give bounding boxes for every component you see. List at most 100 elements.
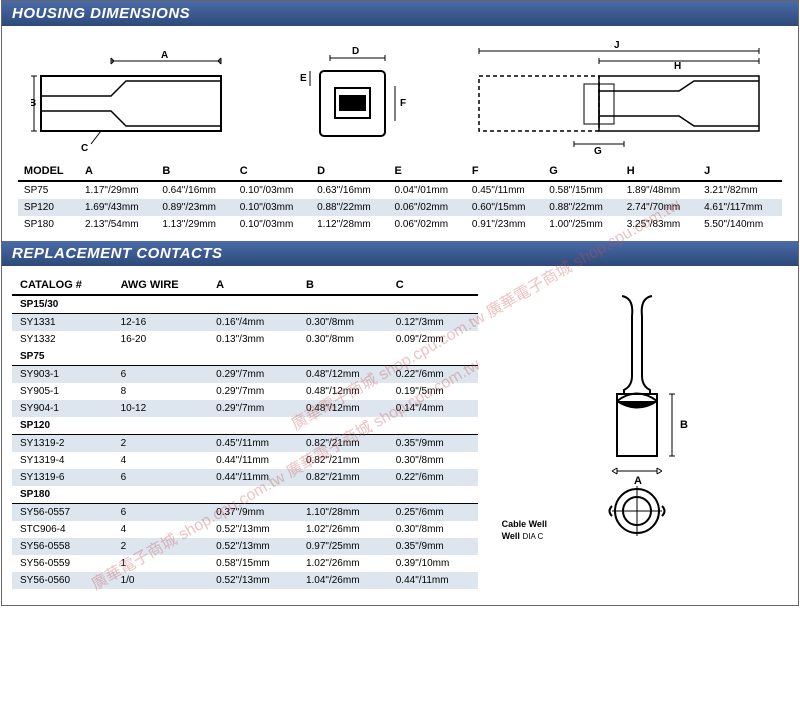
cell: 0.30"/8mm xyxy=(298,314,388,332)
table-row: SY56-055760.37"/9mm1.10"/28mm0.25"/6mm xyxy=(12,504,478,522)
cell: SY903-1 xyxy=(12,366,113,384)
cell: 0.88"/22mm xyxy=(543,199,620,216)
col-cc: C xyxy=(388,276,478,295)
table-row: SY56-055820.52"/13mm0.97"/25mm0.35"/9mm xyxy=(12,538,478,555)
table-row: SP1802.13"/54mm1.13"/29mm0.10"/03mm1.12"… xyxy=(18,216,782,233)
cell: 0.22"/6mm xyxy=(388,366,478,384)
col-h: H xyxy=(621,162,698,181)
cell: 0.37"/9mm xyxy=(208,504,298,522)
cell: 0.52"/13mm xyxy=(208,538,298,555)
cell: 1.69"/43mm xyxy=(79,199,156,216)
cable-well-label: Cable Well Well DIA C xyxy=(502,518,547,542)
col-awg: AWG WIRE xyxy=(113,276,209,295)
cell: SY1332 xyxy=(12,331,113,348)
table-row: SY1319-220.45"/11mm0.82"/21mm0.35"/9mm xyxy=(12,435,478,453)
contacts-header-row: CATALOG # AWG WIRE A B C xyxy=(12,276,478,295)
cell: 0.10"/03mm xyxy=(234,199,311,216)
cell: 0.35"/9mm xyxy=(388,435,478,453)
cell: 0.63"/16mm xyxy=(311,181,388,199)
cell: 0.48"/12mm xyxy=(298,366,388,384)
table-row: SY905-180.29"/7mm0.48"/12mm0.19"/5mm xyxy=(12,383,478,400)
cell: 2 xyxy=(113,538,209,555)
cell: 1 xyxy=(113,555,209,572)
cell: 0.89"/23mm xyxy=(156,199,233,216)
cell: 16-20 xyxy=(113,331,209,348)
cell: 0.91"/23mm xyxy=(466,216,543,233)
cell: SY1331 xyxy=(12,314,113,332)
table-row: SY903-160.29"/7mm0.48"/12mm0.22"/6mm xyxy=(12,366,478,384)
cell: 1.00"/25mm xyxy=(543,216,620,233)
cell: 4 xyxy=(113,452,209,469)
cell: 6 xyxy=(113,504,209,522)
dim-f: F xyxy=(400,98,406,109)
col-g: G xyxy=(543,162,620,181)
cell: SY904-1 xyxy=(12,400,113,417)
dim-g: G xyxy=(594,146,602,156)
cell: SY905-1 xyxy=(12,383,113,400)
col-a: A xyxy=(79,162,156,181)
table-row: SY1319-440.44"/11mm0.82"/21mm0.30"/8mm xyxy=(12,452,478,469)
cell: 6 xyxy=(113,366,209,384)
dim-d: D xyxy=(352,46,359,57)
cell: 12-16 xyxy=(113,314,209,332)
cell: 4.61"/117mm xyxy=(698,199,782,216)
group-row: SP180 xyxy=(12,486,478,504)
cell: 0.22"/6mm xyxy=(388,469,478,486)
table-row: SY1319-660.44"/11mm0.82"/21mm0.22"/6mm xyxy=(12,469,478,486)
cell: 0.10"/03mm xyxy=(234,181,311,199)
dim-c: C xyxy=(81,143,88,154)
cable-well-text2: Well xyxy=(502,531,523,541)
cell: 0.04"/01mm xyxy=(389,181,466,199)
cell: SY56-0558 xyxy=(12,538,113,555)
housing-front-view: D E F xyxy=(290,36,410,156)
dim-a: A xyxy=(161,50,168,61)
group-row: SP120 xyxy=(12,417,478,435)
housing-side-view: A B C xyxy=(31,36,231,156)
cell: SY56-0559 xyxy=(12,555,113,572)
contacts-title: REPLACEMENT CONTACTS xyxy=(2,241,798,266)
group-label: SP15/30 xyxy=(12,295,478,314)
cell: 0.19"/5mm xyxy=(388,383,478,400)
cell: 1.10"/28mm xyxy=(298,504,388,522)
cell: 2.74"/70mm xyxy=(621,199,698,216)
cell: SY1319-4 xyxy=(12,452,113,469)
cell: 10-12 xyxy=(113,400,209,417)
col-e: E xyxy=(389,162,466,181)
cell: 0.29"/7mm xyxy=(208,400,298,417)
contact-profile: B A xyxy=(562,286,722,546)
group-row: SP15/30 xyxy=(12,295,478,314)
cell: 0.45"/11mm xyxy=(208,435,298,453)
housing-title: HOUSING DIMENSIONS xyxy=(2,1,798,26)
cell: 0.06"/02mm xyxy=(389,199,466,216)
cell: 0.12"/3mm xyxy=(388,314,478,332)
cell: 0.14"/4mm xyxy=(388,400,478,417)
contacts-section: CATALOG # AWG WIRE A B C SP15/30SY133112… xyxy=(2,266,798,605)
cell: SP120 xyxy=(18,199,79,216)
col-b: B xyxy=(156,162,233,181)
contact-diagram: B A Cable Well Well DIA C xyxy=(496,276,788,589)
cell: 0.44"/11mm xyxy=(208,469,298,486)
cell: 0.82"/21mm xyxy=(298,435,388,453)
group-label: SP75 xyxy=(12,348,478,366)
cell: SY1319-6 xyxy=(12,469,113,486)
cell: 3.25"/83mm xyxy=(621,216,698,233)
col-cb: B xyxy=(298,276,388,295)
cell: 0.48"/12mm xyxy=(298,400,388,417)
col-catalog: CATALOG # xyxy=(12,276,113,295)
cell: 0.45"/11mm xyxy=(466,181,543,199)
col-d: D xyxy=(311,162,388,181)
cell: 0.30"/8mm xyxy=(298,331,388,348)
dim-j: J xyxy=(614,40,620,51)
cell: SP75 xyxy=(18,181,79,199)
dim-e: E xyxy=(300,73,307,84)
cell: 0.52"/13mm xyxy=(208,521,298,538)
cell: 4 xyxy=(113,521,209,538)
cell: 6 xyxy=(113,469,209,486)
dia-c-text: DIA C xyxy=(522,532,543,541)
group-row: SP75 xyxy=(12,348,478,366)
page: 廣華電子商城 shop.cpu.com.tw 廣華電子商城 shop.cpu.c… xyxy=(1,0,799,606)
table-row: SY133112-160.16"/4mm0.30"/8mm0.12"/3mm xyxy=(12,314,478,332)
cell: 1.02"/26mm xyxy=(298,555,388,572)
dim-h: H xyxy=(674,61,681,72)
cell: 0.25"/6mm xyxy=(388,504,478,522)
